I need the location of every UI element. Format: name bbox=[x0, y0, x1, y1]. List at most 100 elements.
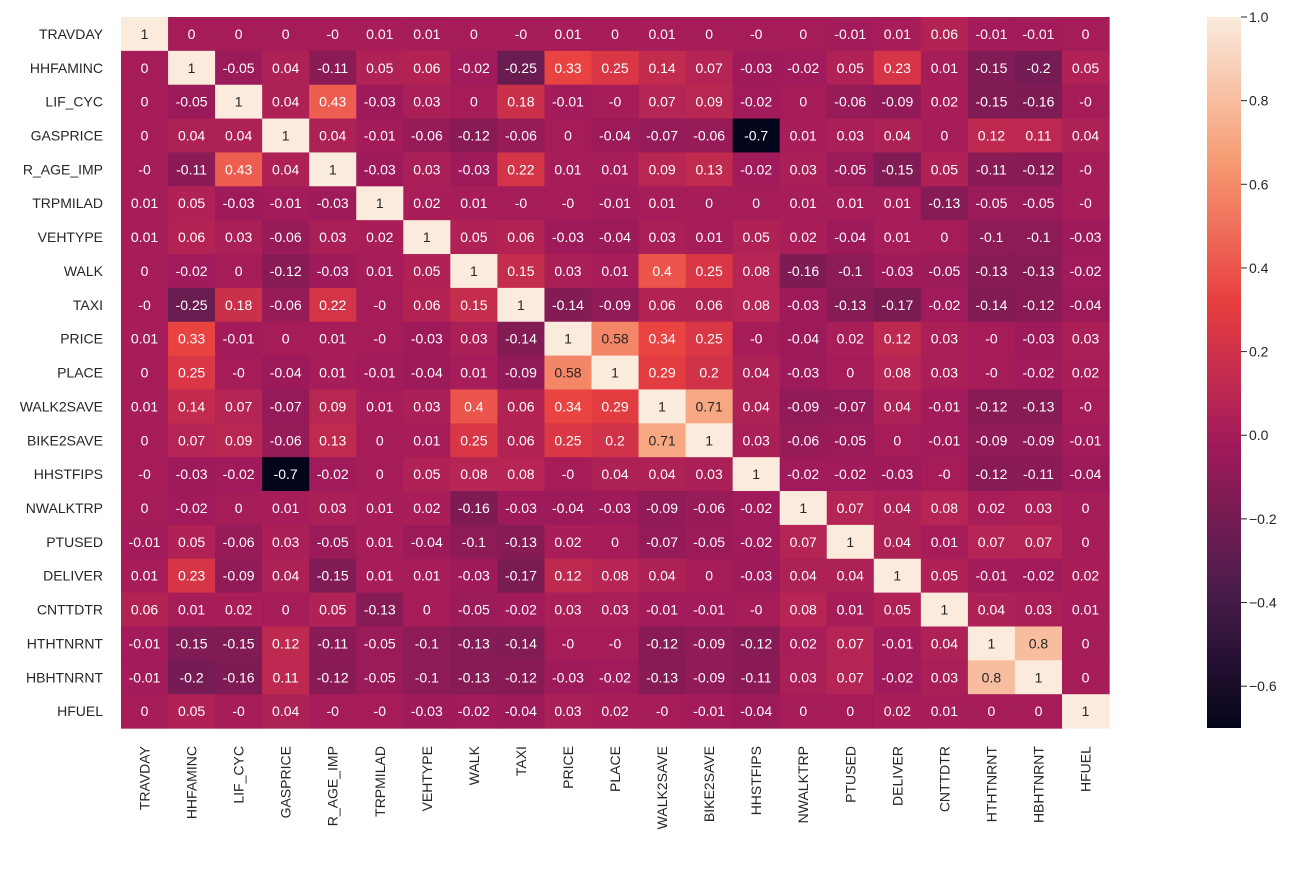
heatmap-cell-VEHTYPE-NWALKTRP bbox=[779, 220, 828, 255]
cell-value-HBHTNRNT-DELIVER: -0.02 bbox=[881, 669, 913, 685]
heatmap-cell-HTHTNRNT-BIKE2SAVE bbox=[685, 626, 734, 661]
heatmap-cell-HTHTNRNT-HFUEL bbox=[1062, 626, 1110, 661]
heatmap-cell-VEHTYPE-TAXI bbox=[497, 220, 546, 255]
heatmap-cell-TRPMILAD-HHSTFIPS bbox=[732, 186, 781, 221]
cell-value-CNTTDTR-BIKE2SAVE: -0.01 bbox=[693, 602, 725, 618]
heatmap-cell-BIKE2SAVE-PTUSED bbox=[826, 423, 875, 458]
cell-value-WALK-PTUSED: -0.1 bbox=[838, 263, 862, 279]
cell-value-HFUEL-LIF_CYC: -0 bbox=[232, 703, 245, 719]
cell-value-HHFAMINC-CNTTDTR: 0.01 bbox=[931, 60, 958, 76]
heatmap-cell-NWALKTRP-PRICE bbox=[544, 491, 593, 526]
cell-value-DELIVER-WALK: -0.03 bbox=[458, 568, 490, 584]
cell-value-R_AGE_IMP-HFUEL: -0 bbox=[1079, 161, 1092, 177]
cell-value-WALK2SAVE-CNTTDTR: -0.01 bbox=[928, 398, 960, 414]
cell-value-HFUEL-TRAVDAY: 0 bbox=[141, 703, 149, 719]
heatmap-cell-HHFAMINC-TRPMILAD bbox=[356, 50, 404, 86]
heatmap-cell-LIF_CYC-HHFAMINC bbox=[168, 84, 216, 120]
heatmap-cell-HFUEL-HBHTNRNT bbox=[1014, 694, 1063, 729]
heatmap-cell-CNTTDTR-NWALKTRP bbox=[779, 592, 828, 628]
cell-value-HBHTNRNT-CNTTDTR: 0.03 bbox=[931, 669, 958, 685]
heatmap-cell-CNTTDTR-LIF_CYC bbox=[215, 592, 263, 628]
cell-value-TAXI-BIKE2SAVE: 0.06 bbox=[695, 297, 722, 313]
heatmap-cell-WALK2SAVE-TRPMILAD bbox=[356, 389, 404, 424]
cell-value-TRAVDAY-BIKE2SAVE: 0 bbox=[705, 26, 713, 42]
heatmap-cell-BIKE2SAVE-TRAVDAY bbox=[121, 423, 169, 458]
heatmap-cell-HHSTFIPS-HBHTNRNT bbox=[1014, 457, 1063, 492]
heatmap-cell-PRICE-PLACE bbox=[591, 321, 640, 357]
heatmap-cell-DELIVER-NWALKTRP bbox=[779, 558, 828, 594]
cell-value-WALK2SAVE-HTHTNRNT: -0.12 bbox=[975, 398, 1007, 414]
cell-value-LIF_CYC-WALK2SAVE: 0.07 bbox=[648, 94, 675, 110]
cell-value-HHSTFIPS-HTHTNRNT: -0.12 bbox=[975, 466, 1007, 482]
heatmap-cell-R_AGE_IMP-WALK2SAVE bbox=[638, 152, 687, 187]
cell-value-HBHTNRNT-PLACE: -0.02 bbox=[599, 669, 631, 685]
heatmap-cell-LIF_CYC-PTUSED bbox=[826, 84, 875, 120]
cell-value-HHFAMINC-LIF_CYC: -0.05 bbox=[223, 60, 255, 76]
heatmap-cell-HFUEL-TRAVDAY bbox=[121, 694, 169, 729]
cell-value-HFUEL-GASPRICE: 0.04 bbox=[272, 703, 299, 719]
cell-value-HHSTFIPS-TRPMILAD: 0 bbox=[376, 466, 384, 482]
cell-value-PLACE-PRICE: 0.58 bbox=[554, 365, 581, 381]
heatmap-cell-PTUSED-TRAVDAY bbox=[121, 524, 169, 560]
heatmap-cell-PRICE-HTHTNRNT bbox=[967, 321, 1016, 357]
heatmap-cell-PTUSED-HHFAMINC bbox=[168, 524, 216, 560]
cell-value-R_AGE_IMP-GASPRICE: 0.04 bbox=[272, 161, 299, 177]
cell-value-PLACE-HHSTFIPS: 0.04 bbox=[743, 365, 770, 381]
heatmap-cell-HBHTNRNT-WALK bbox=[450, 660, 498, 695]
row-label-HHFAMINC: HHFAMINC bbox=[30, 60, 103, 76]
cell-value-VEHTYPE-WALK: 0.05 bbox=[460, 229, 487, 245]
heatmap-cell-R_AGE_IMP-GASPRICE bbox=[262, 152, 310, 187]
heatmap-cell-WALK-HFUEL bbox=[1062, 254, 1110, 289]
heatmap-cell-PRICE-TRAVDAY bbox=[121, 321, 169, 357]
row-label-TRAVDAY: TRAVDAY bbox=[39, 26, 104, 42]
cell-value-BIKE2SAVE-BIKE2SAVE: 1 bbox=[705, 432, 713, 448]
heatmap-cell-LIF_CYC-TRAVDAY bbox=[121, 84, 169, 120]
cell-value-HTHTNRNT-CNTTDTR: 0.04 bbox=[931, 635, 958, 651]
cell-value-WALK2SAVE-GASPRICE: -0.07 bbox=[270, 398, 302, 414]
heatmap-cell-HTHTNRNT-NWALKTRP bbox=[779, 626, 828, 661]
cell-value-VEHTYPE-LIF_CYC: 0.03 bbox=[225, 229, 252, 245]
heatmap-cell-PTUSED-BIKE2SAVE bbox=[685, 524, 734, 560]
cell-value-LIF_CYC-CNTTDTR: 0.02 bbox=[931, 94, 958, 110]
heatmap-cell-HHFAMINC-HHSTFIPS bbox=[732, 50, 781, 86]
heatmap-cell-CNTTDTR-R_AGE_IMP bbox=[309, 592, 357, 628]
cell-value-HFUEL-NWALKTRP: 0 bbox=[799, 703, 807, 719]
cell-value-TRPMILAD-HHFAMINC: 0.05 bbox=[178, 195, 205, 211]
row-label-PLACE: PLACE bbox=[57, 365, 103, 381]
cell-value-LIF_CYC-VEHTYPE: 0.03 bbox=[413, 94, 440, 110]
heatmap-cell-VEHTYPE-VEHTYPE bbox=[403, 220, 451, 255]
cell-value-BIKE2SAVE-WALK: 0.25 bbox=[460, 432, 487, 448]
cell-value-HHSTFIPS-VEHTYPE: 0.05 bbox=[413, 466, 440, 482]
cell-value-CNTTDTR-HTHTNRNT: 0.04 bbox=[978, 602, 1005, 618]
heatmap-cell-TRAVDAY-HHFAMINC bbox=[168, 17, 216, 52]
cell-value-NWALKTRP-TRAVDAY: 0 bbox=[141, 500, 149, 516]
cell-value-LIF_CYC-PRICE: -0.01 bbox=[552, 94, 584, 110]
heatmap-cell-BIKE2SAVE-TAXI bbox=[497, 423, 546, 458]
heatmap-cell-R_AGE_IMP-NWALKTRP bbox=[779, 152, 828, 187]
cell-value-HBHTNRNT-HHSTFIPS: -0.11 bbox=[741, 669, 772, 685]
heatmap-cell-NWALKTRP-LIF_CYC bbox=[215, 491, 263, 526]
cell-value-R_AGE_IMP-LIF_CYC: 0.43 bbox=[225, 161, 252, 177]
heatmap-cell-TRAVDAY-LIF_CYC bbox=[215, 17, 263, 52]
cell-value-HTHTNRNT-R_AGE_IMP: -0.11 bbox=[317, 635, 348, 651]
heatmap-cell-HTHTNRNT-LIF_CYC bbox=[215, 626, 263, 661]
row-label-NWALKTRP: NWALKTRP bbox=[26, 500, 103, 516]
cell-value-VEHTYPE-R_AGE_IMP: 0.03 bbox=[319, 229, 346, 245]
cell-value-BIKE2SAVE-PLACE: 0.2 bbox=[605, 432, 625, 448]
cell-value-WALK2SAVE-BIKE2SAVE: 0.71 bbox=[695, 398, 722, 414]
heatmap-cell-HHSTFIPS-HHSTFIPS bbox=[732, 457, 781, 492]
cell-value-TRAVDAY-HHFAMINC: 0 bbox=[188, 26, 196, 42]
heatmap-cell-TAXI-R_AGE_IMP bbox=[309, 287, 357, 323]
cell-value-R_AGE_IMP-PRICE: 0.01 bbox=[554, 161, 581, 177]
cell-value-GASPRICE-HFUEL: 0.04 bbox=[1072, 128, 1099, 144]
heatmap-cell-CNTTDTR-PRICE bbox=[544, 592, 593, 628]
heatmap-cell-BIKE2SAVE-HHFAMINC bbox=[168, 423, 216, 458]
heatmap-cell-VEHTYPE-BIKE2SAVE bbox=[685, 220, 734, 255]
row-label-BIKE2SAVE: BIKE2SAVE bbox=[27, 432, 103, 448]
cell-value-GASPRICE-PTUSED: 0.03 bbox=[837, 128, 864, 144]
cell-value-LIF_CYC-HHSTFIPS: -0.02 bbox=[740, 94, 772, 110]
cell-value-HBHTNRNT-R_AGE_IMP: -0.12 bbox=[317, 669, 349, 685]
heatmap-cell-TRAVDAY-WALK bbox=[450, 17, 498, 52]
cell-value-WALK-LIF_CYC: 0 bbox=[235, 263, 243, 279]
row-label-HBHTNRNT: HBHTNRNT bbox=[26, 669, 103, 685]
